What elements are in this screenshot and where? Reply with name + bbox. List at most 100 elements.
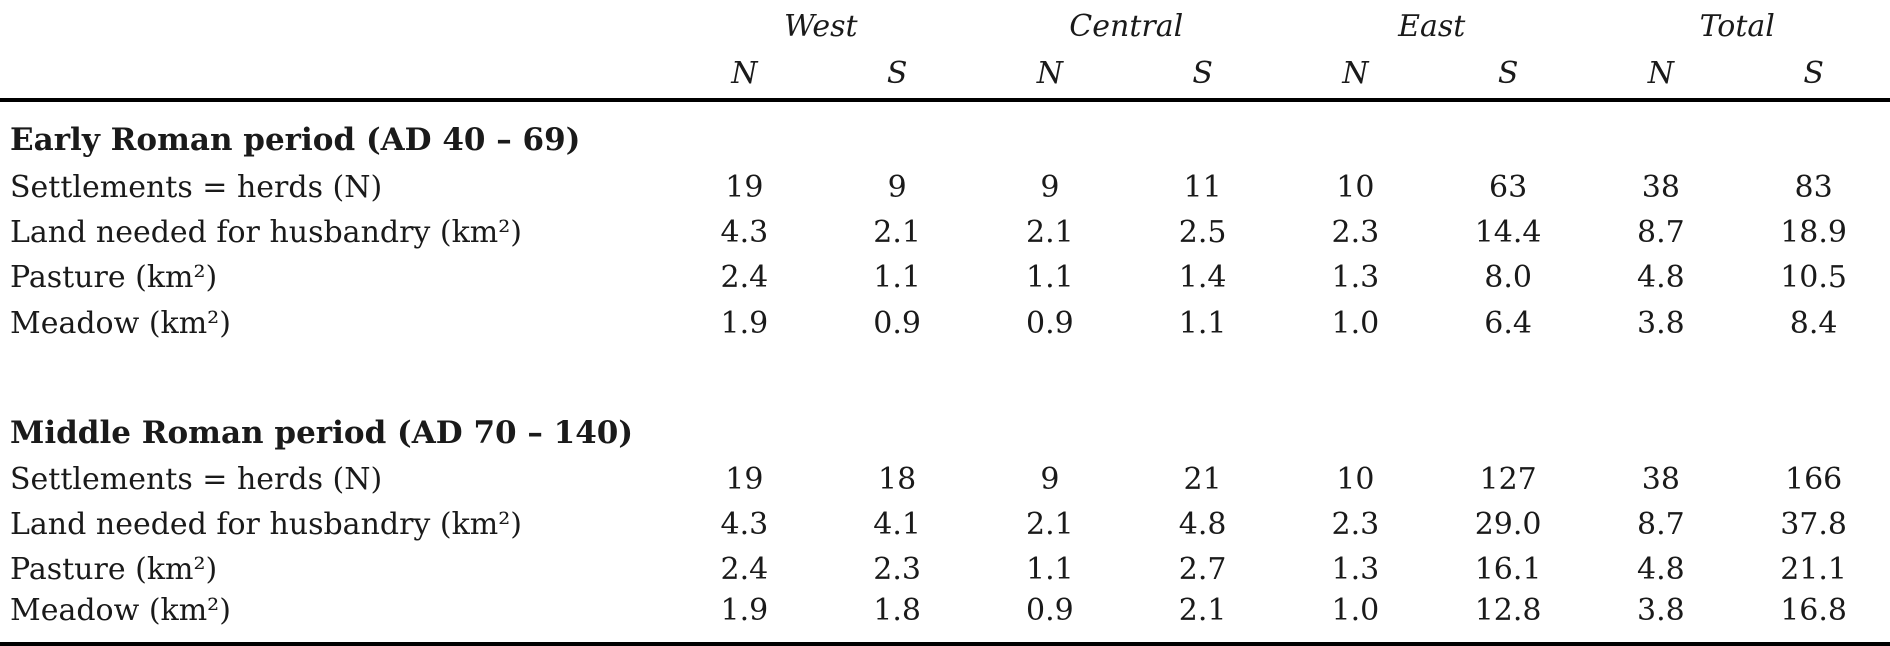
table-body: Early Roman period (AD 40 – 69) Settlemen… [0, 100, 1890, 646]
cell-value: 63 [1489, 169, 1528, 205]
cell-value: 3.8 [1584, 592, 1738, 646]
section-spacer-cell [0, 346, 1890, 394]
table-row: Land needed for husbandry (km²) 4.3 4.1 2.1… [0, 502, 1890, 547]
label-column-header [0, 0, 668, 48]
cell-value: 2.7 [1178, 552, 1227, 588]
cell-value: 1.8 [820, 592, 974, 646]
row-label: Meadow (km²) [0, 592, 668, 646]
cell-value: 2.3 [873, 552, 921, 588]
cell-value: 2.1 [873, 214, 921, 250]
cell-value: 9 [1040, 169, 1060, 205]
cell-value: 38 [1641, 169, 1680, 205]
cell-value: 10.5 [1780, 260, 1848, 296]
cell-value: 6.4 [1484, 305, 1532, 341]
cell-value: 1.1 [873, 260, 921, 296]
cell-value: 127 [1479, 461, 1537, 497]
subcol-central-n: N [973, 48, 1127, 102]
cell-value: 18 [878, 461, 917, 497]
subcol-total-n: N [1584, 48, 1738, 102]
cell-value: 2.1 [1026, 507, 1074, 543]
section-title: Early Roman period (AD 40 – 69) [10, 122, 581, 159]
section-title-row: Middle Roman period (AD 70 – 140) [0, 394, 1890, 456]
subcol-central-s: S [1126, 48, 1279, 102]
cell-value: 21.1 [1780, 552, 1848, 588]
column-group-row: West Central East Total [0, 0, 1890, 48]
cell-value: 4.3 [720, 214, 769, 250]
subcol-west-n: N [668, 48, 821, 102]
section-title-row: Early Roman period (AD 40 – 69) [0, 100, 1890, 164]
cell-value: 10 [1336, 461, 1375, 497]
cell-value: 166 [1784, 461, 1843, 497]
cell-value: 4.1 [873, 507, 921, 543]
cell-value: 2.3 [1331, 507, 1380, 543]
cell-value: 8.0 [1484, 260, 1532, 296]
cell-value: 11 [1183, 169, 1222, 205]
section-title: Middle Roman period (AD 70 – 140) [10, 414, 634, 451]
cell-value: 1.9 [668, 592, 821, 646]
table-row: Meadow (km²) 1.9 1.8 0.9 2.1 1.0 12.8 3.8 16.8 [0, 592, 1890, 646]
cell-value: 2.4 [720, 552, 769, 588]
cell-value: 9 [1040, 461, 1060, 497]
cell-value: 4.3 [720, 507, 769, 543]
table-row: Settlements = herds (N) 19 18 9 21 10 127 38 166 [0, 457, 1890, 502]
subcolumn-row: N S N S N S N S [0, 48, 1890, 102]
cell-value: 1.3 [1331, 552, 1380, 588]
cell-value: 3.8 [1637, 305, 1685, 341]
table-row: Settlements = herds (N) 19 9 9 11 10 63 38 83 [0, 164, 1890, 209]
table-row: Land needed for husbandry (km²) 4.3 2.1 2.1… [0, 210, 1890, 255]
cell-value: 0.9 [973, 592, 1127, 646]
row-label: Pasture (km²) [10, 552, 218, 588]
col-group-east: East [1398, 9, 1466, 44]
col-group-central: Central [1069, 9, 1184, 44]
label-column-subheader [0, 48, 668, 102]
subcol-total-s: S [1737, 48, 1890, 102]
cell-value: 4.8 [1637, 260, 1685, 296]
row-label: Settlements = herds (N) [10, 461, 383, 497]
cell-value: 4.8 [1178, 507, 1227, 543]
cell-value: 0.9 [873, 305, 921, 341]
cell-value: 38 [1641, 461, 1680, 497]
table-row: Pasture (km²) 2.4 2.3 1.1 2.7 1.3 16.1 4.8 21.1 [0, 547, 1890, 592]
section-spacer [0, 346, 1890, 394]
table-row: Pasture (km²) 2.4 1.1 1.1 1.4 1.3 8.0 4.8 10.5 [0, 255, 1890, 300]
cell-value: 1.1 [1026, 260, 1074, 296]
cell-value: 4.8 [1637, 552, 1685, 588]
cell-value: 8.7 [1637, 507, 1685, 543]
cell-value: 8.7 [1637, 214, 1685, 250]
cell-value: 1.0 [1331, 305, 1380, 341]
cell-value: 1.4 [1178, 260, 1227, 296]
cell-value: 16.1 [1474, 552, 1542, 588]
cell-value: 19 [725, 461, 764, 497]
col-group-west: West [783, 9, 858, 44]
cell-value: 0.9 [1026, 305, 1074, 341]
subcol-west-s: S [820, 48, 974, 102]
row-label: Pasture (km²) [10, 260, 218, 296]
cell-value: 18.9 [1780, 214, 1848, 250]
cell-value: 1.3 [1331, 260, 1380, 296]
cell-value: 1.0 [1279, 592, 1432, 646]
cell-value: 19 [725, 169, 764, 205]
cell-value: 2.4 [720, 260, 769, 296]
cell-value: 8.4 [1789, 305, 1838, 341]
row-label: Settlements = herds (N) [10, 169, 383, 205]
cell-value: 10 [1336, 169, 1375, 205]
cell-value: 29.0 [1474, 507, 1542, 543]
table-row: Meadow (km²) 1.9 0.9 0.9 1.1 1.0 6.4 3.8 8.4 [0, 300, 1890, 345]
cell-value: 2.1 [1026, 214, 1074, 250]
cell-value: 2.1 [1126, 592, 1279, 646]
cell-value: 2.5 [1178, 214, 1227, 250]
col-group-total: Total [1699, 9, 1775, 44]
cell-value: 37.8 [1780, 507, 1848, 543]
cell-value: 1.1 [1178, 305, 1227, 341]
subcol-east-n: N [1279, 48, 1432, 102]
table-header: West Central East Total N S N S N S N S [0, 0, 1890, 102]
subcol-east-s: S [1431, 48, 1585, 102]
row-label: Land needed for husbandry (km²) [10, 507, 522, 543]
cell-value: 83 [1794, 169, 1833, 205]
cell-value: 16.8 [1737, 592, 1890, 646]
cell-value: 21 [1183, 461, 1222, 497]
row-label: Meadow (km²) [10, 305, 231, 341]
cell-value: 14.4 [1474, 214, 1542, 250]
